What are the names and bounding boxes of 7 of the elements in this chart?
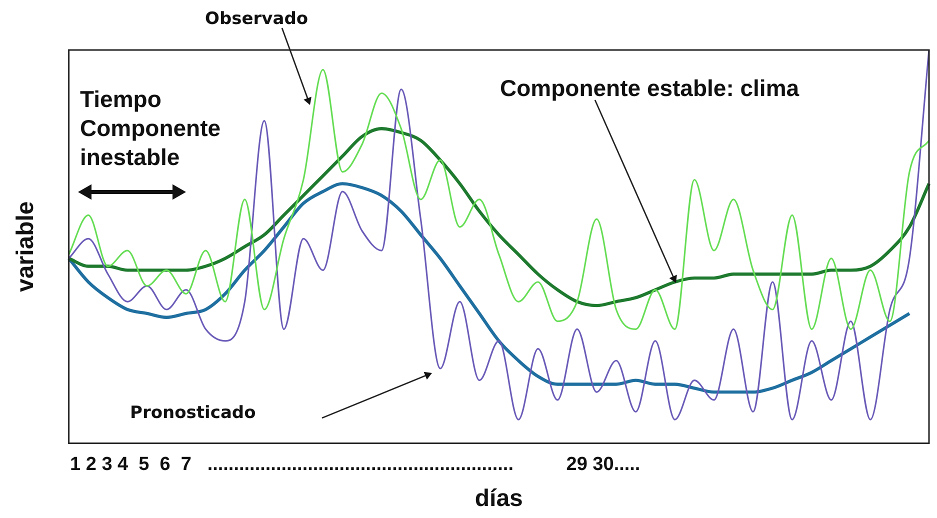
annotation: Pronosticado	[130, 403, 256, 423]
annotation: Componente estable: clima	[500, 75, 800, 102]
annotation: Tiempo Componente inestable	[80, 85, 221, 172]
y-axis-title: variable	[12, 201, 40, 292]
x-axis-title: días	[474, 485, 523, 512]
text: Observado	[205, 9, 308, 29]
text: 1 2 3 4 5 6 7 .......................................................... 29 30.....	[70, 454, 640, 476]
